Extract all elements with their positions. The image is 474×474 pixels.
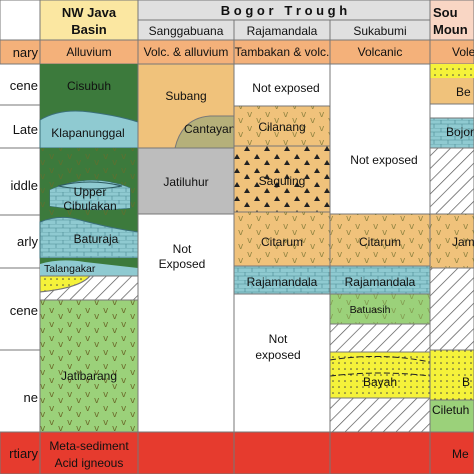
formation-not-exposed-raja: Not exposed [252,81,319,95]
header-nw-java-line2: Basin [71,22,106,37]
header-southern-line2: Moun [433,22,468,37]
formation-saguling: Saguling [259,174,306,188]
header-southern-line1: Sou [433,5,458,20]
formation-not-exposed-raja2-line2: exposed [255,348,300,362]
formation-rajamandala-suka: Rajamandala [345,275,416,289]
formation-not-exposed-sang-line1: Not [173,242,192,256]
formation-klapanunggal: Klapanunggal [51,126,124,140]
formation-meta-sediment-line2: Acid igneous [55,456,124,470]
formation-meta-sediment-line1: Meta-sediment [49,439,129,453]
header-nw-java-line1: NW Java [62,5,117,20]
age-pre-tertiary: rtiary [9,446,38,461]
formation-b: B [462,375,470,389]
age-middle-miocene: iddle [11,178,38,193]
age-pliocene: cene [10,78,38,93]
age-late-miocene: Late [13,122,38,137]
formation-talangakar: Talangakar [44,263,96,275]
formation-cisubuh: Cisubuh [67,79,111,93]
header-sukabumi: Sukabumi [353,24,406,38]
formation-not-exposed-raja2-line1: Not [269,332,288,346]
formation-not-exposed-suka: Not exposed [350,153,417,167]
nw-java-header-bg [39,0,139,41]
formation-cilanang: Cilanang [258,120,305,134]
formation-volcanic: Volcanic [358,45,403,59]
header-bogor-trough: B o g o r T r o u g h [221,3,347,18]
formation-bojor: Bojor [446,125,474,139]
formation-citarum-suka: Citarum [359,235,401,249]
formation-batuasih: Batuasih [350,304,391,316]
formation-upper-cibulakan-line2: Cibulakan [63,199,116,213]
age-quaternary: nary [13,45,39,60]
formation-baturaja: Baturaja [74,232,119,246]
formation-volc-alluvium: Volc. & alluvium [144,45,229,59]
formation-ciletuh: Ciletuh [432,403,469,417]
formation-not-exposed-sang-line2: Exposed [159,257,206,271]
formation-citarum-raja: Citarum [261,235,303,249]
formation-upper-cibulakan-line1: Upper [74,185,107,199]
formation-tambakan-volc: Tambakan & volc. [235,45,330,59]
formation-cantayan: Cantayan [184,122,235,136]
formation-jatiluhur: Jatiluhur [163,175,208,189]
age-early-miocene: arly [17,234,38,249]
formation-be: Be [456,85,471,99]
age-oligocene: cene [10,303,38,318]
formation-me: Me [452,447,469,461]
southern-mountains-header-bg [429,0,474,41]
header-sanggabuana: Sanggabuana [149,24,224,38]
formation-jam: Jam [452,235,474,249]
formation-rajamandala-raja: Rajamandala [247,275,318,289]
header-rajamandala: Rajamandala [247,24,318,38]
formation-alluvium: Alluvium [66,45,111,59]
age-eocene: ne [24,390,38,405]
formation-subang: Subang [165,89,206,103]
formation-vole: Vole [452,45,474,59]
formation-jatibarang: Jatibarang [61,369,117,383]
formation-bayah: Bayah [363,375,397,389]
